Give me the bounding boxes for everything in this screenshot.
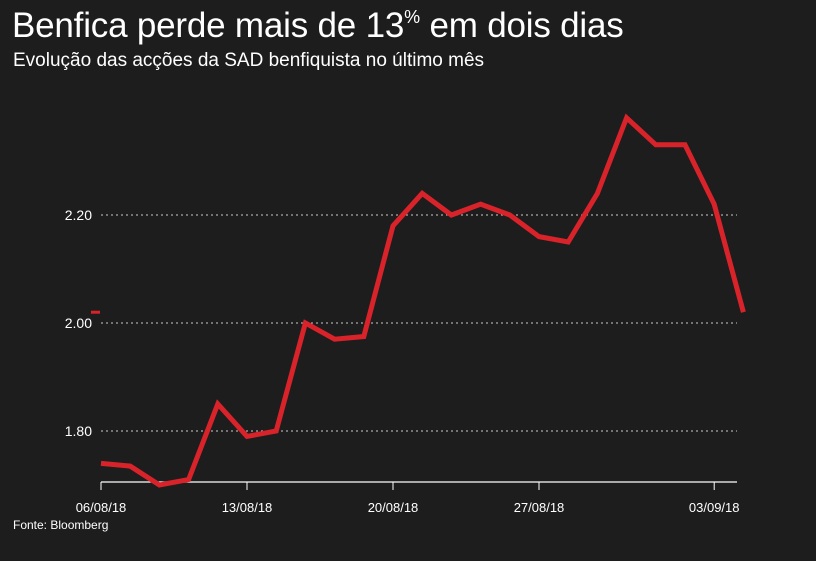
data-point (625, 116, 629, 120)
chart-title-rest: em dois dias (419, 6, 624, 45)
data-point (683, 143, 687, 147)
x-axis-ticks: 06/08/18 13/08/18 20/08/18 27/08/18 03/09/18 (76, 482, 740, 515)
chart-title: Benfica perde mais de 13% em dois dias (12, 6, 624, 46)
data-point (245, 434, 249, 438)
data-point (216, 402, 220, 406)
x-tick-label: 20/08/18 (368, 500, 419, 515)
data-point (537, 235, 541, 239)
data-point (128, 464, 132, 468)
data-point (362, 335, 366, 339)
series-layer (91, 113, 746, 488)
y-tick-label: 2.20 (65, 207, 92, 223)
data-point (333, 337, 337, 341)
data-point (654, 143, 658, 147)
x-tick-label: 27/08/18 (514, 500, 565, 515)
x-tick-label: 03/09/18 (689, 500, 740, 515)
chart-title-main: Benfica perde mais de 13 (12, 6, 405, 45)
data-point (187, 478, 191, 482)
chart-title-percent: % (404, 7, 420, 27)
data-point (391, 224, 395, 228)
x-tick-label: 13/08/18 (222, 500, 273, 515)
data-point (420, 191, 424, 195)
data-point (303, 321, 307, 325)
data-point (157, 483, 161, 487)
source-note: Fonte: Bloomberg (13, 518, 109, 532)
x-tick-label: 06/08/18 (76, 500, 127, 515)
data-point (479, 202, 483, 206)
data-point (741, 310, 745, 314)
price-line (100, 113, 746, 488)
data-point (712, 202, 716, 206)
chart-subtitle: Evolução das acções da SAD benfiquista n… (13, 50, 485, 71)
y-tick-label: 2.00 (65, 315, 92, 331)
y-tick-label: 1.80 (65, 423, 92, 439)
gridlines (101, 214, 737, 432)
data-point (274, 429, 278, 433)
data-point (566, 240, 570, 244)
data-point (508, 213, 512, 217)
data-point (449, 213, 453, 217)
data-point (99, 461, 103, 465)
y-axis-ticks: 1.80 2.00 2.20 (65, 207, 92, 439)
data-point (595, 191, 599, 195)
